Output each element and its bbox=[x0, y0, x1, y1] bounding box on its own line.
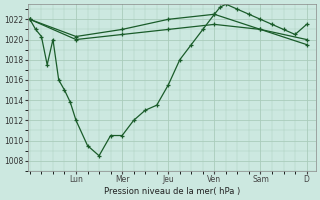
X-axis label: Pression niveau de la mer( hPa ): Pression niveau de la mer( hPa ) bbox=[104, 187, 240, 196]
